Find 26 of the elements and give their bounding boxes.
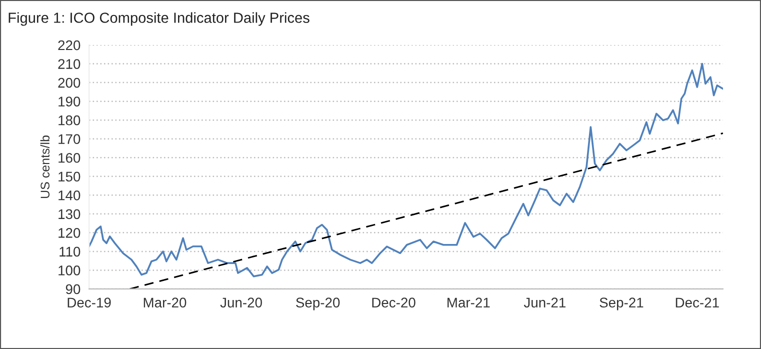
line-series [89, 62, 723, 278]
x-tick-label: Dec-20 [372, 298, 416, 308]
x-tick-label: Mar-21 [448, 298, 490, 308]
y-tick-label: 90 [66, 284, 80, 294]
y-tick-label: 180 [58, 115, 80, 126]
y-tick-label: 110 [60, 246, 80, 257]
x-tick-label: Sep-20 [296, 298, 340, 310]
y-tick-label: 170 [58, 134, 80, 144]
y-tick-label: 200 [58, 78, 80, 88]
y-tick-label: 130 [58, 209, 80, 220]
x-tick-label: Jun-21 [524, 298, 566, 308]
y-tick-label: 190 [58, 96, 80, 106]
x-tick-label: Jun-20 [220, 298, 262, 308]
x-tick-label: Mar-20 [144, 298, 186, 308]
y-axis-title: US cents/lb [40, 136, 50, 198]
y-tick-label: 160 [58, 152, 80, 163]
y-tick-label: 120 [58, 228, 80, 238]
x-tick-label: Dec-19 [68, 298, 111, 308]
y-tick-label: 220 [58, 40, 80, 50]
y-tick-label: 100 [58, 266, 80, 276]
y-tick-label: 150 [58, 172, 80, 182]
y-tick-label: 140 [58, 190, 80, 200]
chart-title: Figure 1: ICO Composite Indicator Daily Prices [8, 12, 310, 26]
x-tick-label: Dec-21 [676, 298, 719, 308]
y-tick-label: 210 [58, 59, 80, 69]
x-tick-label: Sep-21 [600, 298, 644, 310]
